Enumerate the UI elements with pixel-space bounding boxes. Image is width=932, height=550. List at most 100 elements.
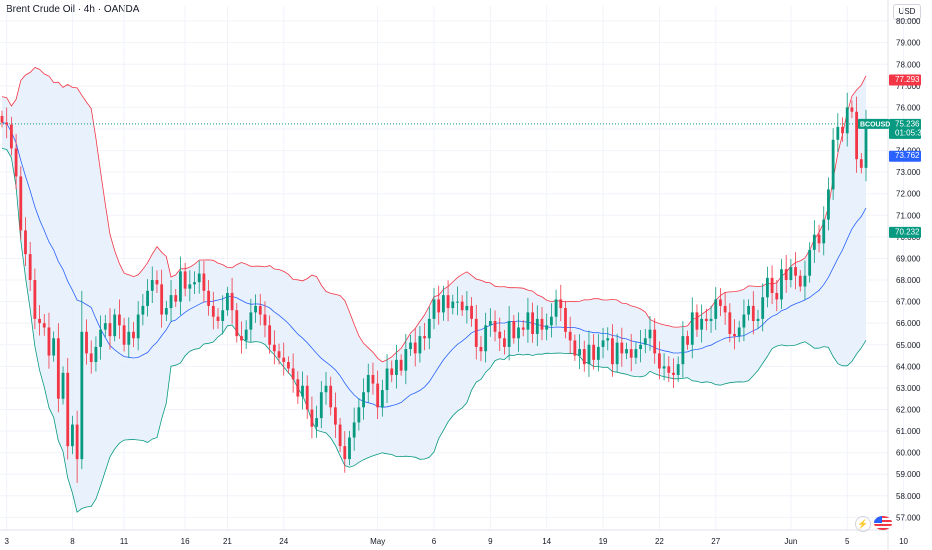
candle-body [667, 366, 671, 373]
bollinger-basis-line [1, 122, 867, 408]
candle-body [493, 321, 497, 332]
candle-body [127, 331, 131, 345]
x-tick-label: 3 [4, 537, 9, 546]
candle-body [700, 318, 704, 330]
symbol-tag-text: BCOUSD [860, 121, 890, 128]
candle-body [380, 390, 384, 408]
candle-body [423, 336, 427, 339]
candle-body [225, 292, 229, 311]
candle-body [94, 346, 98, 363]
candle-body [470, 305, 473, 319]
y-tick-label: 59.000 [896, 470, 921, 479]
x-tick-label: 10 [899, 537, 908, 546]
candle-body [507, 321, 511, 347]
basis-price-tag [889, 150, 921, 162]
candle-body [798, 275, 802, 287]
footer-icons: ⚡ [855, 516, 892, 532]
candle-body [202, 273, 206, 291]
x-tick-label: 21 [223, 537, 232, 546]
candle-body [723, 305, 727, 313]
candle-body [484, 325, 488, 352]
candle-body [512, 321, 516, 339]
candle-body [465, 305, 469, 311]
candle-body [150, 280, 154, 291]
candle-body [432, 299, 436, 319]
x-tick-label: 27 [711, 537, 720, 546]
candle-body [503, 338, 506, 347]
candle-body [103, 323, 107, 330]
x-tick-label: 19 [599, 537, 608, 546]
candle-body [89, 353, 93, 363]
candle-body [24, 230, 27, 255]
y-tick-label: 76.000 [896, 103, 921, 112]
candle-body [643, 338, 647, 345]
candle-body [211, 305, 215, 317]
candle-body [272, 344, 276, 352]
x-tick-label: 22 [655, 537, 664, 546]
candle-body [418, 336, 422, 354]
lightning-icon[interactable]: ⚡ [855, 516, 871, 532]
candle-body [803, 275, 807, 287]
candle-body [333, 407, 337, 425]
candle-body [780, 269, 783, 300]
us-flag-icon[interactable] [874, 516, 892, 530]
candle-body [850, 107, 854, 112]
candle-body [564, 308, 567, 332]
candle-body [174, 295, 178, 302]
candle-body [719, 299, 722, 306]
candle-body [207, 290, 211, 306]
candle-body [690, 312, 694, 345]
candle-body [343, 446, 347, 460]
candle-body [775, 292, 779, 300]
candle-body [611, 338, 614, 365]
candle-body [409, 342, 412, 350]
candle-body [742, 314, 746, 328]
candle-body [733, 333, 736, 337]
candle-body [761, 297, 765, 319]
candle-body [319, 392, 323, 419]
candle-body [629, 349, 633, 358]
candle-body [535, 318, 539, 334]
candle-body [526, 312, 530, 330]
candle-body [845, 107, 849, 134]
candle-body [164, 308, 168, 315]
x-tick-label: May [370, 537, 385, 546]
candle-body [488, 321, 492, 326]
y-tick-label: 60.000 [896, 449, 921, 458]
candle-body [75, 424, 79, 460]
y-tick-label: 61.000 [896, 427, 921, 436]
candle-body [554, 299, 558, 317]
candle-body [427, 318, 431, 339]
candle-body [817, 234, 821, 244]
candle-body [193, 282, 196, 285]
y-tick-label: 65.000 [896, 341, 921, 350]
candle-body [460, 301, 464, 311]
candle-body [620, 342, 624, 354]
candle-body [371, 374, 375, 384]
candle-body [80, 331, 84, 460]
candle-body [765, 277, 769, 298]
y-tick-label: 80.000 [896, 17, 921, 26]
y-tick-label: 73.000 [896, 168, 921, 177]
candle-body [197, 273, 201, 283]
candle-body [61, 372, 65, 399]
candle-body [301, 385, 304, 397]
candle-body [122, 325, 126, 345]
candle-body [357, 407, 361, 423]
currency-button[interactable]: USD [893, 4, 921, 20]
candle-body [596, 346, 600, 360]
candle-body [249, 312, 253, 330]
bollinger-band-fill [2, 67, 866, 513]
candle-body [287, 362, 290, 369]
candle-body [33, 280, 37, 319]
candle-body [160, 284, 164, 315]
candle-body [864, 124, 868, 168]
candle-body [827, 189, 830, 220]
candle-body [606, 338, 610, 341]
candle-body [517, 327, 520, 339]
candle-body [709, 318, 713, 322]
candles [0, 92, 868, 483]
candle-body [268, 325, 272, 345]
candle-body [437, 299, 441, 313]
